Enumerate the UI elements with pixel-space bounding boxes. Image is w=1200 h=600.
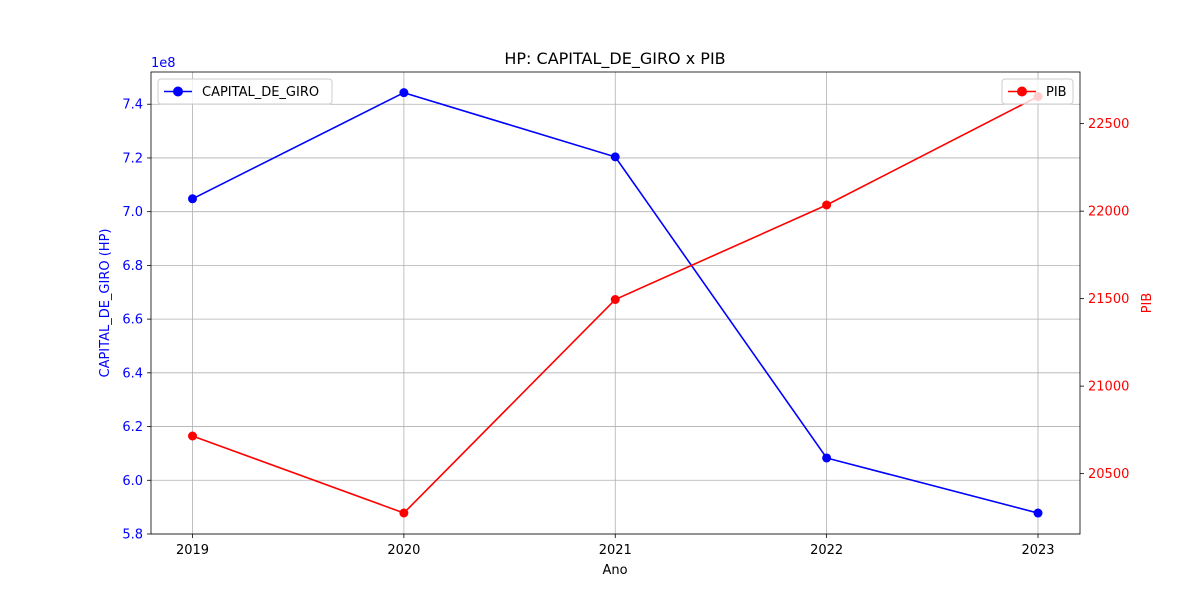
data-point-capital-de-giro — [1033, 508, 1043, 518]
y-right-tick-label: 22500 — [1088, 117, 1129, 132]
x-axis-title: Ano — [602, 563, 627, 578]
x-tick-label: 2019 — [176, 543, 209, 558]
plot-series — [188, 88, 1043, 518]
data-point-pib — [822, 200, 832, 210]
legend-left-box — [157, 78, 333, 105]
data-point-capital-de-giro — [610, 152, 620, 162]
data-point-pib — [399, 508, 409, 518]
legend-left-marker — [173, 86, 183, 97]
y-left-tick-label: 7.2 — [122, 151, 143, 166]
plot-frame — [150, 71, 1081, 535]
legend-right: PIB — [1001, 78, 1074, 105]
tick-labels: 2019 2020 2021 2022 2023 5.8 6.0 6.2 6.4 6.6 6.8 7.… — [122, 98, 1129, 558]
y-left-tick-label: 7.0 — [122, 205, 143, 220]
data-point-pib — [188, 431, 197, 441]
y-left-tick-label: 6.2 — [122, 420, 143, 435]
y-right-tick-label: 21000 — [1088, 380, 1129, 395]
data-point-capital-de-giro — [399, 88, 409, 98]
y-right-tick-label: 21500 — [1088, 292, 1129, 307]
y-left-tick-label: 7.4 — [122, 98, 143, 113]
y-left-tick-label: 6.6 — [122, 313, 143, 328]
y-left-scale-label: 1e8 — [151, 56, 176, 71]
x-tick-label: 2020 — [387, 543, 420, 558]
y-right-axis-title: PIB — [1140, 293, 1155, 314]
y-left-tick-label: 6.8 — [122, 259, 143, 274]
x-tick-label: 2023 — [1021, 543, 1054, 558]
axes — [147, 71, 1084, 538]
data-point-pib — [610, 295, 620, 304]
y-right-tick-label: 22000 — [1088, 205, 1129, 220]
y-left-tick-label: 6.4 — [122, 366, 143, 381]
y-left-tick-label: 5.8 — [122, 528, 143, 543]
legend-right-marker — [1017, 86, 1027, 97]
legend-right-label: PIB — [1046, 85, 1067, 100]
legend-right-box — [1001, 78, 1074, 105]
chart-title: HP: CAPITAL_DE_GIRO x PIB — [504, 49, 725, 69]
y-right-tick-label: 20500 — [1088, 467, 1129, 482]
legend-left: CAPITAL_DE_GIRO — [157, 78, 333, 105]
x-tick-label: 2021 — [599, 543, 632, 558]
y-left-tick-label: 6.0 — [122, 474, 143, 489]
data-point-capital-de-giro — [822, 453, 832, 463]
y-left-axis-title: CAPITAL_DE_GIRO (HP) — [98, 229, 113, 378]
x-tick-label: 2022 — [810, 543, 843, 558]
legend-left-label: CAPITAL_DE_GIRO — [202, 85, 319, 100]
data-point-capital-de-giro — [188, 194, 197, 204]
